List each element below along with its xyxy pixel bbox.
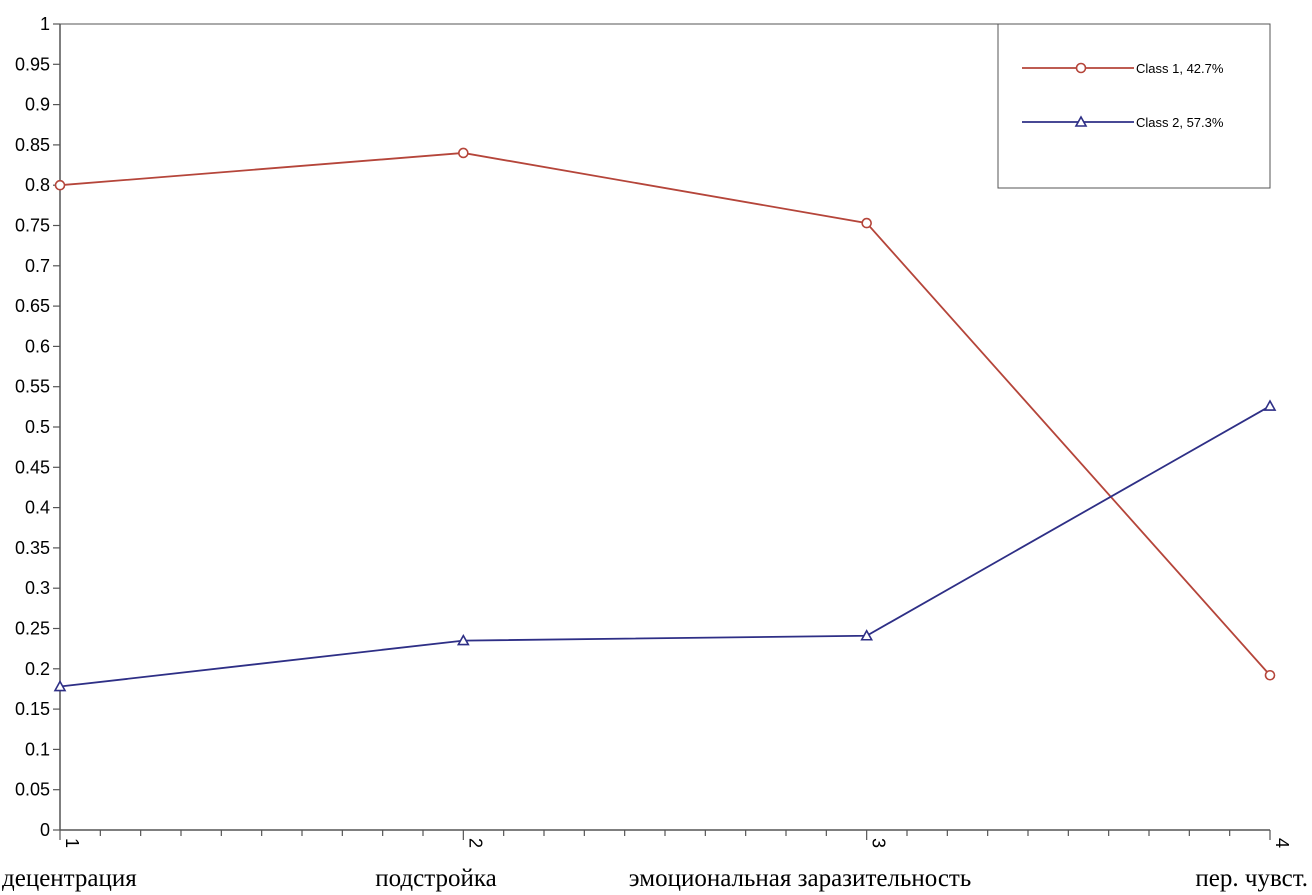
y-tick-label: 0.1 bbox=[25, 739, 50, 759]
data-point-circle bbox=[458, 147, 469, 159]
category-labels: децентрация подстройка эмоциональная зараз… bbox=[2, 865, 1308, 892]
series-layer bbox=[53, 147, 1277, 692]
data-point-circle bbox=[1264, 669, 1276, 681]
category-label: децентрация bbox=[2, 865, 137, 892]
y-tick-label: 0.7 bbox=[25, 256, 50, 276]
data-point-triangle bbox=[53, 679, 67, 692]
legend-marker-triangle bbox=[1074, 115, 1088, 127]
data-point-triangle bbox=[456, 633, 470, 646]
y-tick-label: 0.05 bbox=[15, 780, 50, 800]
x-tick-label: 4 bbox=[1272, 838, 1292, 848]
y-tick-label: 0.6 bbox=[25, 336, 50, 356]
legend-items: Class 1, 42.7% Class 2, 57.3% bbox=[1022, 61, 1224, 130]
data-point-triangle bbox=[1263, 399, 1277, 411]
y-tick-label: 1 bbox=[40, 14, 50, 34]
y-tick-label: 0.8 bbox=[25, 175, 50, 195]
data-point-triangle bbox=[860, 629, 874, 641]
legend-box bbox=[997, 23, 1271, 189]
y-tick-label: 0.15 bbox=[15, 699, 50, 719]
x-tick-label: 3 bbox=[869, 838, 889, 848]
series-line bbox=[59, 405, 1271, 688]
legend-marker-circle bbox=[1075, 62, 1087, 74]
series-1 bbox=[54, 147, 1276, 681]
y-tick-label: 0.3 bbox=[25, 578, 50, 598]
y-tick-label: 0.95 bbox=[15, 54, 50, 74]
y-tick-label: 0.4 bbox=[25, 498, 50, 518]
legend-item: Class 1, 42.7% bbox=[1022, 61, 1224, 76]
x-axis-ticks: 1 2 3 4 bbox=[59, 830, 1292, 848]
legend-label: Class 1, 42.7% bbox=[1136, 61, 1224, 76]
data-point-circle bbox=[54, 179, 66, 191]
legend: Class 1, 42.7% Class 2, 57.3% bbox=[997, 23, 1271, 189]
series-line bbox=[59, 152, 1271, 676]
y-tick-label: 0.35 bbox=[15, 538, 50, 558]
y-axis-ticks: 0 0.05 0.1 0.15 0.2 0.25 0.3 0.35 0.4 0.45 0.5 0.55… bbox=[15, 14, 60, 840]
legend-item: Class 2, 57.3% bbox=[1022, 115, 1224, 130]
y-tick-label: 0.75 bbox=[15, 216, 50, 236]
y-tick-label: 0.25 bbox=[15, 619, 50, 639]
y-tick-label: 0 bbox=[40, 820, 50, 840]
y-tick-label: 0.55 bbox=[15, 377, 50, 397]
y-tick-label: 0.45 bbox=[15, 457, 50, 477]
x-tick-label: 1 bbox=[62, 838, 82, 848]
y-tick-label: 0.5 bbox=[25, 417, 50, 437]
y-tick-label: 0.2 bbox=[25, 659, 50, 679]
series-2 bbox=[53, 399, 1277, 692]
category-label: подстройка bbox=[375, 865, 496, 892]
legend-label: Class 2, 57.3% bbox=[1136, 115, 1224, 130]
data-point-circle bbox=[861, 217, 872, 229]
category-label: эмоциональная заразительность bbox=[629, 865, 972, 892]
y-tick-label: 0.65 bbox=[15, 296, 50, 316]
category-label: пер. чувст. bbox=[1195, 865, 1308, 892]
y-tick-label: 0.9 bbox=[25, 95, 50, 115]
y-tick-label: 0.85 bbox=[15, 135, 50, 155]
x-tick-label: 2 bbox=[465, 838, 485, 848]
